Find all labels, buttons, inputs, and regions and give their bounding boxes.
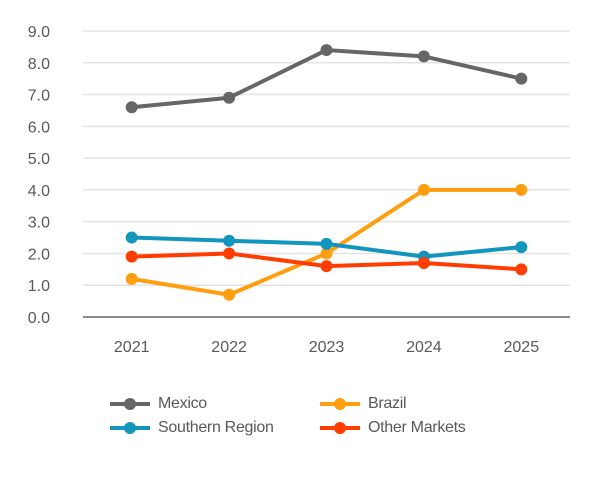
data-point-brazil bbox=[125, 272, 138, 285]
x-tick-label: 2025 bbox=[504, 339, 540, 356]
x-tick-label: 2021 bbox=[114, 339, 150, 356]
legend-swatch-southern-region bbox=[110, 422, 150, 434]
data-point-other-markets bbox=[417, 256, 430, 269]
y-tick-label: 5.0 bbox=[28, 151, 50, 168]
x-tick-label: 2023 bbox=[309, 339, 345, 356]
y-tick-label: 8.0 bbox=[28, 56, 50, 73]
data-point-brazil bbox=[515, 183, 528, 196]
data-point-mexico bbox=[125, 101, 138, 114]
y-tick-label: 7.0 bbox=[28, 88, 50, 105]
data-point-other-markets bbox=[125, 250, 138, 263]
data-point-mexico bbox=[320, 44, 333, 57]
data-point-brazil bbox=[417, 183, 430, 196]
data-point-other-markets bbox=[515, 263, 528, 276]
legend-swatch-brazil bbox=[320, 398, 360, 410]
data-point-mexico bbox=[417, 50, 430, 63]
legend-label: Mexico bbox=[158, 395, 207, 412]
legend-label: Southern Region bbox=[158, 419, 274, 436]
data-point-southern-region bbox=[223, 234, 236, 247]
legend-swatch-mexico bbox=[110, 398, 150, 410]
y-tick-label: 3.0 bbox=[28, 215, 50, 232]
y-tick-label: 2.0 bbox=[28, 246, 50, 263]
y-tick-label: 9.0 bbox=[28, 24, 50, 41]
legend-item-brazil: Brazil bbox=[320, 395, 407, 413]
legend-label: Brazil bbox=[368, 395, 407, 412]
data-point-brazil bbox=[320, 247, 333, 260]
legend-item-other-markets: Other Markets bbox=[320, 419, 466, 437]
legend-item-southern-region: Southern Region bbox=[110, 419, 274, 437]
data-point-mexico bbox=[515, 72, 528, 85]
data-point-other-markets bbox=[320, 260, 333, 273]
x-tick-label: 2022 bbox=[211, 339, 247, 356]
data-point-other-markets bbox=[223, 247, 236, 260]
y-tick-label: 6.0 bbox=[28, 119, 50, 136]
data-point-southern-region bbox=[320, 237, 333, 250]
data-point-southern-region bbox=[515, 241, 528, 254]
y-tick-label: 0.0 bbox=[28, 310, 50, 327]
data-point-brazil bbox=[223, 288, 236, 301]
legend-swatch-other-markets bbox=[320, 422, 360, 434]
series-line-mexico bbox=[131, 48, 522, 110]
legend-item-mexico: Mexico bbox=[110, 395, 207, 413]
data-point-mexico bbox=[223, 91, 236, 104]
data-point-southern-region bbox=[125, 231, 138, 244]
y-tick-label: 1.0 bbox=[28, 278, 50, 295]
legend-label: Other Markets bbox=[368, 419, 466, 436]
y-tick-label: 4.0 bbox=[28, 183, 50, 200]
x-tick-label: 2024 bbox=[406, 339, 442, 356]
